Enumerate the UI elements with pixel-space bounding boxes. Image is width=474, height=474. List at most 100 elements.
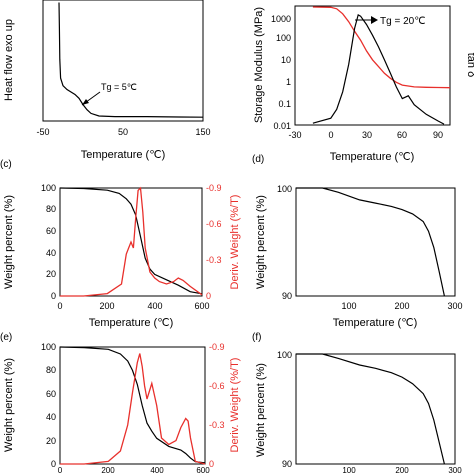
panel-f-yticks: 90 100 <box>277 350 292 469</box>
panel-c-y2tick: -0.9 <box>206 183 222 193</box>
panel-a: Heat flow exo up -50 50 150 Temperature … <box>3 0 211 161</box>
panel-e-ylabel: Weight percent (%) <box>3 358 15 452</box>
panel-c-yticks: 0 20 40 60 80 100 <box>41 183 56 301</box>
panel-c-weight-curve <box>59 187 203 295</box>
panel-e-ytick: 60 <box>46 389 56 399</box>
panel-a-ylabel: Heat flow exo up <box>3 19 15 101</box>
panel-a-xtick: -50 <box>36 127 49 137</box>
panel-b-y2label: tan δ <box>465 53 474 77</box>
panel-d-xticks: 100 200 300 <box>341 301 462 311</box>
panel-b-ylabel: Storage Modulus (MPa) <box>253 7 265 123</box>
panel-e-y2ticks: 0 -0.3 -0.6 -0.9 <box>209 342 225 469</box>
panel-e-ytick: 40 <box>46 412 56 422</box>
panel-d-frame <box>295 187 456 297</box>
panel-c-ytick: 0 <box>51 291 56 301</box>
panel-e-ytick: 100 <box>41 342 56 352</box>
panel-e-ytick: 20 <box>46 436 56 446</box>
panel-c-y2tick: 0 <box>206 291 211 301</box>
panel-c-ytick: 40 <box>46 248 56 258</box>
panel-b-xtick: -30 <box>288 130 301 140</box>
panel-d-weight-curve <box>296 187 445 297</box>
panel-b-xtick: 60 <box>397 130 407 140</box>
panel-label-d: (d) <box>252 154 264 165</box>
panel-b-ytick: 0.01 <box>273 121 291 131</box>
panel-d-ytick: 90 <box>282 291 292 301</box>
panel-f-ylabel: Weight percent (%) <box>255 363 267 457</box>
panel-c-ylabel: Weight percent (%) <box>3 195 15 289</box>
panel-b-ytick: 10 <box>281 55 291 65</box>
panel-c-frame <box>59 187 203 297</box>
panel-label-c: (c) <box>0 159 12 170</box>
panel-e-yticks: 0 20 40 60 80 100 <box>41 342 56 469</box>
panel-c-xtick: 400 <box>147 301 162 311</box>
panel-d-xtick: 200 <box>394 301 409 311</box>
panel-c-xtick: 0 <box>57 301 62 311</box>
panel-b-ytick: 0.1 <box>278 99 291 109</box>
panel-b-xtick: 90 <box>433 130 443 140</box>
panel-a-xlabel: Temperature (℃) <box>81 149 166 161</box>
panel-c: (c) Weight percent (%) Deriv. Weight (%/… <box>0 159 241 329</box>
panel-e-xtick: 200 <box>101 466 115 474</box>
panel-f-ytick: 100 <box>277 350 292 360</box>
panel-b-annotation: Tg = 20℃ <box>380 16 425 27</box>
panel-label-e: (e) <box>0 332 12 343</box>
panel-c-ytick: 60 <box>46 226 56 236</box>
panel-c-ytick: 100 <box>41 183 56 193</box>
panel-c-y2ticks: 0 -0.3 -0.6 -0.9 <box>206 183 222 301</box>
panel-label-f: (f) <box>252 332 261 343</box>
panel-e-y2tick: 0 <box>209 459 214 469</box>
panel-a-xtick: 50 <box>118 127 128 137</box>
panel-b-xtick: 30 <box>362 130 372 140</box>
panel-e-ytick: 80 <box>46 365 56 375</box>
panel-e-frame <box>59 346 206 465</box>
panel-a-arrowhead <box>82 99 89 105</box>
panel-b-xtick: 0 <box>328 130 333 140</box>
panel-e-y2tick: -0.6 <box>209 381 225 391</box>
panel-c-y2tick: -0.6 <box>206 219 222 229</box>
panel-e-y2tick: -0.9 <box>209 342 225 352</box>
panel-f-xticks: 100 200 300 <box>342 466 462 474</box>
panel-d-ytick: 100 <box>277 184 292 194</box>
panel-d-xlabel: Temperature (℃) <box>333 317 418 329</box>
panel-b-tan-delta-curve <box>312 14 445 125</box>
panel-e-deriv-curve <box>60 353 206 465</box>
panel-f-xtick: 200 <box>395 466 409 474</box>
panel-e-y2tick: -0.3 <box>209 420 225 430</box>
panel-b-storage-modulus-curve <box>312 6 451 89</box>
panel-e-xticks: 0 200 400 600 <box>58 466 210 474</box>
panel-e-weight-curve <box>59 346 206 464</box>
panel-b-ytick: 1000 <box>271 14 291 24</box>
panel-e-xtick: 600 <box>196 466 210 474</box>
panel-c-ytick: 80 <box>46 204 56 214</box>
panel-f-xtick: 300 <box>448 466 462 474</box>
panel-d-xtick: 300 <box>447 301 462 311</box>
panel-c-y2label: Deriv. Weight (%/T) <box>229 195 241 290</box>
panel-c-xtick: 600 <box>194 301 209 311</box>
panel-f-frame <box>295 353 456 465</box>
panel-f-ytick: 90 <box>282 459 292 469</box>
panel-b-xlabel: Temperature (℃) <box>330 151 415 163</box>
panel-b-ytick: 1 <box>286 77 291 87</box>
panel-e-xtick: 400 <box>150 466 164 474</box>
panel-a-annotation: Tg = 5℃ <box>101 82 137 92</box>
panel-f-weight-curve <box>296 353 445 465</box>
panel-c-xtick: 200 <box>99 301 114 311</box>
panel-c-xlabel: Temperature (℃) <box>89 317 174 329</box>
panel-d-yticks: 90 100 <box>277 184 292 301</box>
panel-e: (e) Weight percent (%) Deriv. Weight (%/… <box>0 332 241 474</box>
panel-b: Storage Modulus (MPa) tan δ 0.01 0.1 1 1… <box>253 5 474 163</box>
panel-e-ytick: 0 <box>51 459 56 469</box>
panel-b-frame <box>294 5 451 126</box>
panel-b-arrowhead <box>371 16 378 24</box>
panel-f-xtick: 100 <box>342 466 356 474</box>
panel-e-xtick: 0 <box>58 466 63 474</box>
panel-c-ytick: 20 <box>46 269 56 279</box>
panel-a-xtick: 150 <box>195 127 210 137</box>
panel-c-deriv-curve <box>60 186 203 297</box>
panel-e-y2label: Deriv. Weight (%/T) <box>229 358 241 453</box>
panel-a-frame <box>42 0 204 122</box>
panel-c-xticks: 0 200 400 600 <box>57 301 209 311</box>
panel-f: (f) Weight percent (%) 90 100 100 200 30… <box>252 332 462 474</box>
panel-b-ytick: 100 <box>276 33 291 43</box>
